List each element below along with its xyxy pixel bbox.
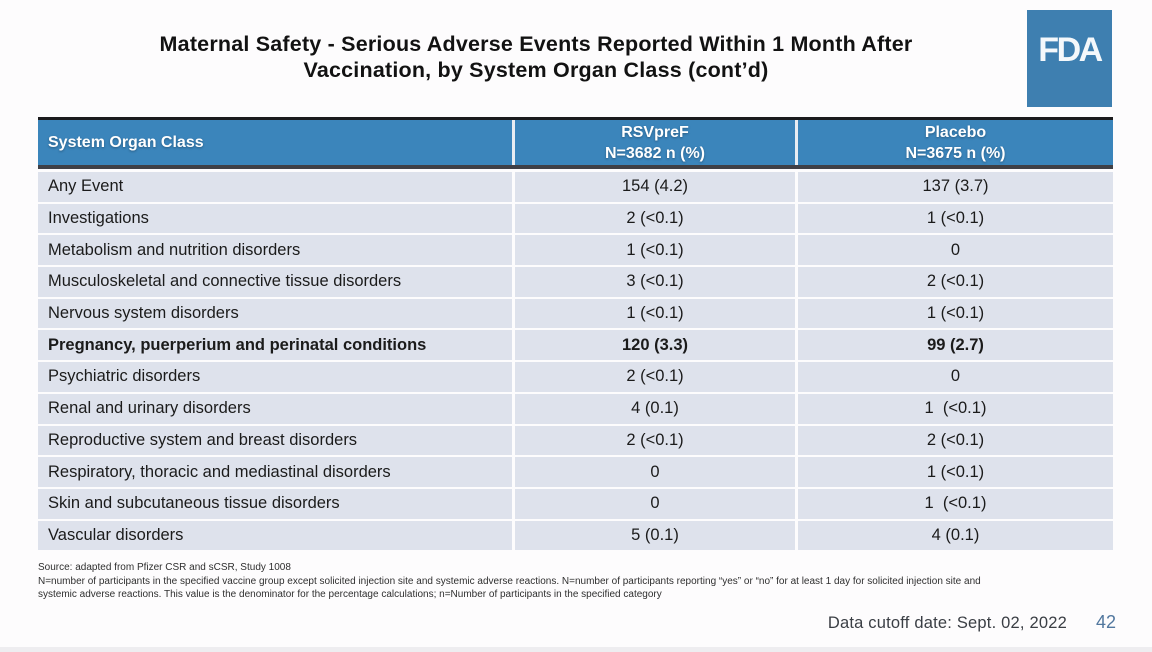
slide-title-line1: Maternal Safety - Serious Adverse Events… xyxy=(159,32,913,56)
row-soc: Musculoskeletal and connective tissue di… xyxy=(38,267,512,297)
table-body: Any Event 154 (4.2) 137 (3.7) Investigat… xyxy=(38,172,1113,551)
row-placebo-value: 0 xyxy=(798,362,1113,392)
row-placebo-value: 1 (<0.1) xyxy=(798,393,1113,424)
row-soc: Vascular disorders xyxy=(38,520,512,551)
row-soc: Respiratory, thoracic and mediastinal di… xyxy=(38,457,512,487)
adverse-events-table: System Organ Class RSVpreF N=3682 n (%) … xyxy=(38,117,1113,552)
table-row: Vascular disorders 5 (0.1) 4 (0.1) xyxy=(38,520,1113,551)
footnotes: Source: adapted from Pfizer CSR and sCSR… xyxy=(38,561,1148,602)
row-rsvpref-value: 0 xyxy=(515,488,795,519)
row-placebo-value: 2 (<0.1) xyxy=(798,267,1113,297)
header-rsvpref-n: N=3682 n (%) xyxy=(604,144,706,162)
row-rsvpref-value: 4 (0.1) xyxy=(515,393,795,424)
table-row: Reproductive system and breast disorders… xyxy=(38,425,1113,456)
row-rsvpref-value: 2 (<0.1) xyxy=(515,362,795,392)
table-row: Psychiatric disorders 2 (<0.1) 0 xyxy=(38,362,1113,392)
table-row: Any Event 154 (4.2) 137 (3.7) xyxy=(38,172,1113,202)
table-row: Renal and urinary disorders 4 (0.1) 1 (<… xyxy=(38,393,1113,424)
header-placebo: Placebo N=3675 n (%) xyxy=(798,120,1113,165)
header-placebo-n: N=3675 n (%) xyxy=(905,144,1006,162)
row-soc: Renal and urinary disorders xyxy=(38,393,512,424)
row-soc: Any Event xyxy=(38,172,512,202)
footnote-definition-line2: systemic adverse reactions. This value i… xyxy=(38,589,662,600)
table-row: Respiratory, thoracic and mediastinal di… xyxy=(38,457,1113,487)
table-row-pregnancy-highlight: Pregnancy, puerperium and perinatal cond… xyxy=(38,330,1113,361)
bottom-edge-strip xyxy=(0,647,1152,652)
row-rsvpref-value: 3 (<0.1) xyxy=(515,267,795,297)
row-placebo-value: 1 (<0.1) xyxy=(798,488,1113,519)
row-soc: Reproductive system and breast disorders xyxy=(38,425,512,456)
row-placebo-value: 1 (<0.1) xyxy=(798,298,1113,329)
fda-logo-text: FDA xyxy=(1038,31,1103,69)
row-soc: Metabolism and nutrition disorders xyxy=(38,235,512,266)
row-rsvpref-value: 2 (<0.1) xyxy=(515,203,795,234)
page-number: 42 xyxy=(1095,612,1116,632)
row-soc: Psychiatric disorders xyxy=(38,362,512,392)
footnote-source: Source: adapted from Pfizer CSR and sCSR… xyxy=(38,562,291,573)
row-placebo-value: 4 (0.1) xyxy=(798,520,1113,551)
row-soc: Pregnancy, puerperium and perinatal cond… xyxy=(38,330,512,361)
header-rsvpref-name: RSVpreF xyxy=(621,123,689,141)
table-row: Musculoskeletal and connective tissue di… xyxy=(38,267,1113,297)
table-row: Metabolism and nutrition disorders 1 (<0… xyxy=(38,235,1113,266)
table-row: Nervous system disorders 1 (<0.1) 1 (<0.… xyxy=(38,298,1113,329)
table-row: Investigations 2 (<0.1) 1 (<0.1) xyxy=(38,203,1113,234)
row-rsvpref-value: 1 (<0.1) xyxy=(515,298,795,329)
footnote-definition-line1: N=number of participants in the specifie… xyxy=(38,575,981,587)
row-soc: Nervous system disorders xyxy=(38,298,512,329)
header-rsvpref: RSVpreF N=3682 n (%) xyxy=(515,120,795,165)
data-cutoff-date: Data cutoff date: Sept. 02, 2022 xyxy=(827,614,1067,632)
row-soc: Skin and subcutaneous tissue disorders xyxy=(38,488,512,519)
row-placebo-value: 1 (<0.1) xyxy=(798,457,1113,487)
table-row: Skin and subcutaneous tissue disorders 0… xyxy=(38,488,1113,519)
header-placebo-name: Placebo xyxy=(924,123,987,141)
row-soc: Investigations xyxy=(38,203,512,234)
row-rsvpref-value: 120 (3.3) xyxy=(515,330,795,361)
row-placebo-value: 99 (2.7) xyxy=(798,330,1113,361)
row-placebo-value: 137 (3.7) xyxy=(798,172,1113,202)
fda-logo: FDA xyxy=(1027,10,1112,107)
row-rsvpref-value: 2 (<0.1) xyxy=(515,425,795,456)
header-system-organ-class: System Organ Class xyxy=(38,120,512,165)
table-header-row: System Organ Class RSVpreF N=3682 n (%) … xyxy=(38,117,1113,169)
row-rsvpref-value: 1 (<0.1) xyxy=(515,235,795,266)
row-rsvpref-value: 154 (4.2) xyxy=(515,172,795,202)
row-placebo-value: 2 (<0.1) xyxy=(798,425,1113,456)
row-placebo-value: 0 xyxy=(798,235,1113,266)
row-rsvpref-value: 0 xyxy=(515,457,795,487)
slide-title-line2: Vaccination, by System Organ Class (cont… xyxy=(303,58,769,82)
row-rsvpref-value: 5 (0.1) xyxy=(515,520,795,551)
slide-footer: Data cutoff date: Sept. 02, 2022 42 xyxy=(828,612,1116,633)
slide-title: Maternal Safety - Serious Adverse Events… xyxy=(0,31,1072,83)
row-placebo-value: 1 (<0.1) xyxy=(798,203,1113,234)
